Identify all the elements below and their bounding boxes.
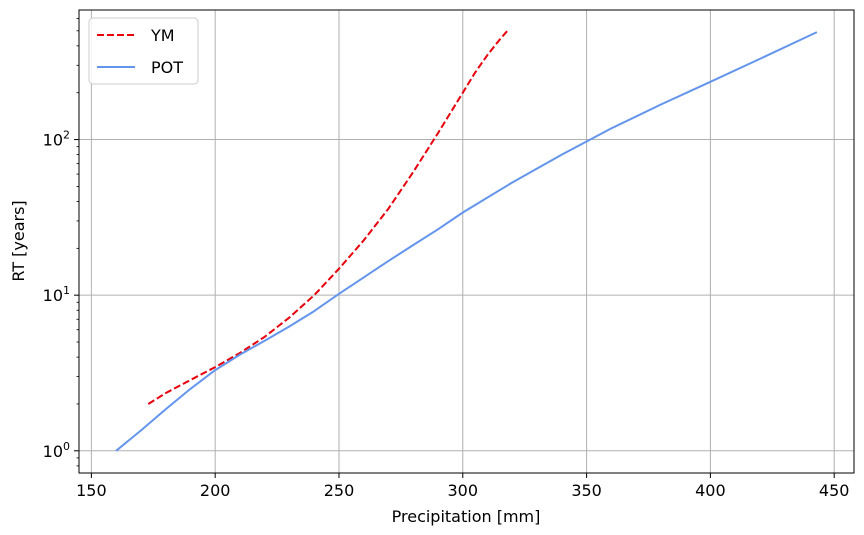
y-tick-label: 101 — [43, 284, 70, 305]
plot-frame — [78, 9, 855, 474]
x-tick-label: 300 — [448, 481, 479, 500]
x-tick-label: 400 — [695, 481, 726, 500]
x-axis-label: Precipitation [mm] — [392, 507, 541, 526]
y-axis-label: RT [years] — [9, 200, 28, 281]
y-tick-label: 102 — [43, 129, 70, 150]
series-lines — [115, 30, 818, 452]
x-tick-label: 200 — [200, 481, 231, 500]
legend: YM POT — [88, 17, 199, 85]
y-tick-label: 100 — [43, 440, 70, 461]
axis-ticks: 150 200 250 300 350 400 450 100 101 102 — [43, 18, 850, 500]
x-tick-label: 350 — [571, 481, 602, 500]
x-tick-label: 450 — [819, 481, 850, 500]
legend-label-pot: POT — [151, 58, 183, 77]
grid — [79, 10, 854, 473]
series-line-ym — [147, 30, 509, 405]
x-tick-label: 150 — [76, 481, 107, 500]
legend-label-ym: YM — [150, 26, 175, 45]
x-tick-label: 250 — [324, 481, 355, 500]
series-line-pot — [115, 31, 818, 452]
